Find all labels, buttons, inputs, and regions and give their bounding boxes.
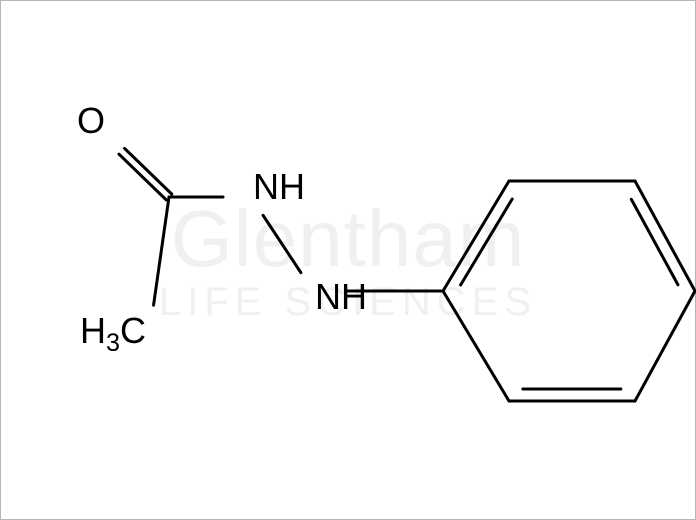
figure-canvas: Glentham LIFE SCIENCES ONHNHH3C (0, 0, 696, 520)
atom-label-nh1: NH (253, 166, 305, 208)
atom-label-o: O (77, 100, 105, 142)
atom-label-h3c: H3C (80, 310, 146, 352)
molecule-bonds (1, 1, 696, 520)
atom-label-nh2: NH (315, 276, 367, 318)
